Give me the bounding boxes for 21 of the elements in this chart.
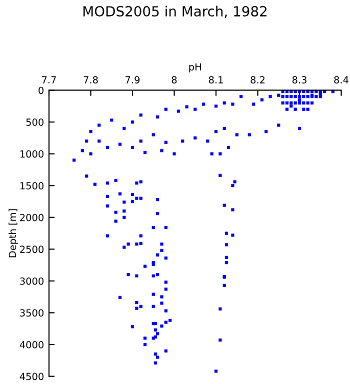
y-tick-label: 4000 [20,341,44,348]
x-tick-label: 8.4 [334,76,348,84]
y-axis-title: Depth [m] [8,209,18,258]
x-tick-label: 8.3 [292,76,306,84]
y-tick-label: 3500 [20,309,44,317]
x-tick-label: 7.7 [42,76,56,84]
y-tick-label: 1500 [20,182,44,190]
x-tick-label: 7.8 [84,76,98,84]
y-tick-label: 2500 [20,246,44,254]
x-tick-label: 8 [172,76,177,84]
x-tick-label: 8.2 [250,76,265,84]
y-tick-label: 1000 [20,150,44,158]
chart-title: MODS2005 in March, 1982 [83,6,266,18]
y-tick-label: 3000 [20,277,44,285]
x-tick-label: 8.1 [208,76,223,84]
y-tick-label: 500 [26,118,44,126]
y-tick-label: 0 [38,86,44,94]
y-tick-label: 4500 [20,372,44,380]
y-tick-label: 2000 [20,214,44,222]
x-tick-label: 7.9 [126,76,140,84]
x-axis-title: pH [189,63,201,72]
